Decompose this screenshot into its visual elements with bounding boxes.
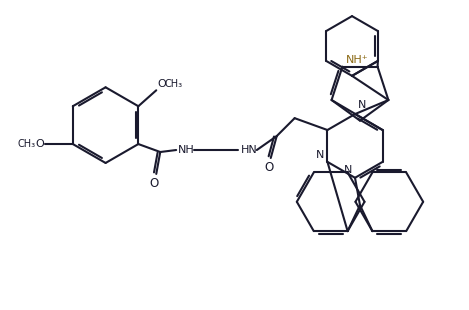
Text: CH₃: CH₃ bbox=[18, 139, 36, 149]
Text: N: N bbox=[344, 165, 352, 175]
Text: O: O bbox=[264, 161, 273, 174]
Text: N: N bbox=[316, 150, 325, 160]
Text: N: N bbox=[358, 100, 367, 110]
Text: O: O bbox=[35, 139, 44, 149]
Text: CH₃: CH₃ bbox=[164, 79, 182, 89]
Text: HN: HN bbox=[241, 145, 257, 155]
Text: NH: NH bbox=[178, 145, 195, 155]
Text: NH⁺: NH⁺ bbox=[346, 55, 368, 65]
Text: O: O bbox=[157, 79, 166, 89]
Text: O: O bbox=[150, 177, 159, 190]
